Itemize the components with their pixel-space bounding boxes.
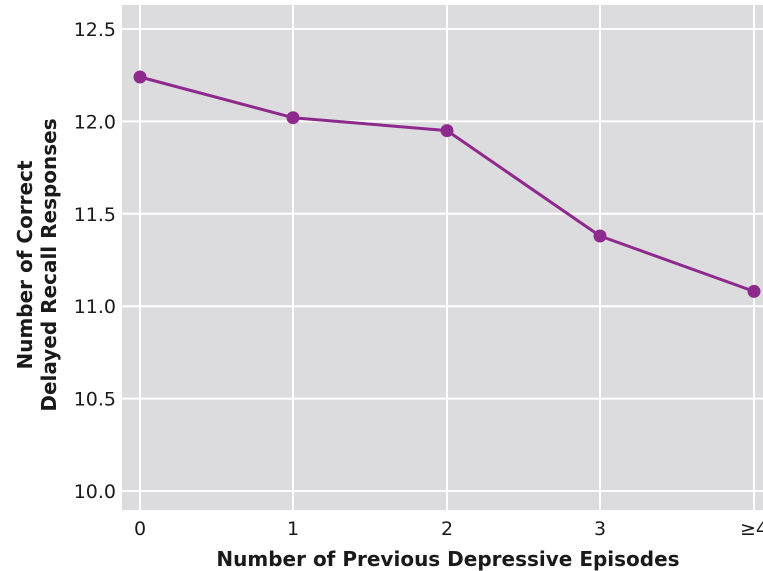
y-tick-label: 11.0 [74,296,116,318]
data-point [440,124,454,138]
x-tick-label: 1 [287,518,299,540]
plot-area [122,5,763,510]
y-axis-title-line2: Delayed Recall Responses [37,118,61,411]
series-group [133,70,761,298]
y-axis-title-line1: Number of Correct [13,160,37,369]
x-tick-label: 2 [441,518,453,540]
y-tick-label: 12.5 [74,19,116,41]
x-axis-title: Number of Previous Depressive Episodes [216,547,679,571]
y-tick-label: 10.5 [74,389,116,411]
y-axis-ticks: 10.0 10.5 11.0 11.5 12.0 12.5 [74,19,116,503]
x-axis-ticks: 0 1 2 3 ≥4 [134,518,763,540]
y-axis-title: Number of Correct Delayed Recall Respons… [13,118,61,411]
grid-lines [122,5,763,510]
data-point [593,229,607,243]
y-tick-label: 11.5 [74,204,116,226]
data-point [747,284,761,298]
data-point [133,70,147,84]
y-tick-label: 10.0 [74,481,116,503]
y-tick-label: 12.0 [74,111,116,133]
x-tick-label: ≥4 [740,518,763,540]
x-tick-label: 0 [134,518,146,540]
x-tick-label: 3 [594,518,606,540]
data-point [286,111,300,125]
